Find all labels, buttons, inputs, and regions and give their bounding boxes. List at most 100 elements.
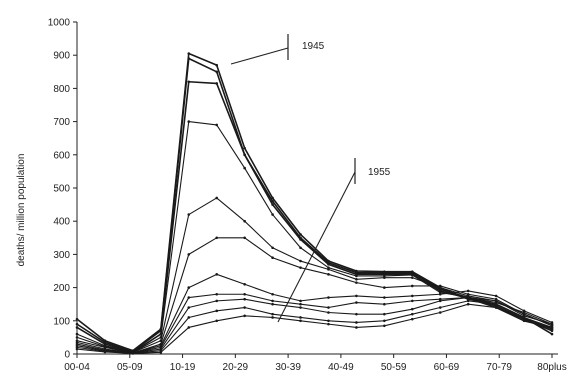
data-point [187, 57, 191, 60]
x-tick-label: 00-04 [64, 362, 90, 373]
data-point [187, 120, 191, 123]
data-point [271, 213, 274, 216]
data-point [215, 319, 219, 323]
data-point [355, 321, 358, 324]
x-tick-label: 30-39 [275, 362, 301, 373]
data-point [355, 274, 358, 278]
data-point [299, 246, 302, 250]
data-point [299, 299, 302, 303]
data-point [383, 276, 386, 279]
data-point [355, 326, 358, 329]
data-point [466, 299, 470, 303]
data-point [187, 306, 191, 309]
annotation-1945-leader [230, 47, 289, 65]
y-tick-label: 600 [53, 150, 70, 161]
data-point [243, 153, 246, 157]
data-point [327, 322, 330, 326]
data-point [75, 347, 79, 351]
data-point [187, 326, 191, 329]
data-point [438, 284, 442, 288]
data-point [410, 276, 414, 279]
x-axis-ticks: 00-04 05-09 10-19 20-29 30-39 40-49 50-59 60-69… [64, 354, 567, 373]
y-tick-label: 300 [53, 250, 70, 261]
data-point [327, 306, 330, 309]
data-point [243, 306, 246, 309]
y-axis-label: deaths/ million population [16, 154, 27, 267]
data-point [215, 70, 219, 74]
data-point [159, 351, 163, 354]
data-point [410, 284, 414, 288]
x-tick-label: 70-79 [486, 362, 512, 373]
y-tick-label: 100 [53, 316, 70, 327]
data-point [187, 316, 191, 319]
data-point [355, 301, 358, 304]
data-point [383, 319, 386, 323]
data-point [438, 311, 442, 314]
data-point [327, 268, 330, 271]
x-tick-label: 10-19 [170, 362, 196, 373]
data-point [243, 146, 246, 150]
y-tick-label: 0 [64, 350, 70, 361]
series-line-9 [76, 297, 553, 354]
data-point [355, 278, 358, 281]
data-point [299, 259, 302, 263]
data-point [271, 203, 274, 206]
y-tick-label: 200 [53, 283, 70, 294]
data-point [187, 52, 191, 55]
data-point [103, 350, 107, 354]
data-point [75, 322, 79, 326]
data-point [299, 302, 302, 306]
series-line-4 [76, 121, 553, 353]
data-point [299, 266, 302, 269]
data-point [299, 233, 302, 236]
data-point [215, 309, 219, 313]
series-line-3 [76, 80, 553, 354]
data-point [75, 332, 79, 336]
data-point [75, 326, 79, 329]
x-tick-label: 80plus [537, 362, 566, 373]
data-point [383, 302, 386, 306]
data-point [75, 317, 79, 321]
data-point [522, 317, 526, 321]
data-point [355, 281, 358, 284]
data-point [494, 294, 498, 298]
data-point [522, 312, 526, 316]
data-point [215, 236, 219, 240]
series-line-2 [76, 57, 553, 353]
data-point [215, 299, 219, 303]
data-point [410, 312, 414, 316]
data-point [550, 332, 554, 336]
data-point [327, 296, 330, 299]
data-point [438, 306, 442, 309]
data-point [327, 263, 330, 266]
annotation-1955-leader [277, 171, 356, 323]
series-lines [75, 52, 554, 355]
data-point [187, 213, 191, 216]
x-tick-label: 05-09 [117, 362, 143, 373]
data-point [466, 296, 470, 299]
data-point [271, 292, 274, 296]
y-tick-label: 900 [53, 51, 70, 62]
data-point [383, 296, 386, 299]
x-tick-label: 20-29 [223, 362, 249, 373]
data-point [494, 302, 498, 306]
x-tick-label: 40-49 [328, 362, 354, 373]
data-point [271, 312, 274, 316]
y-tick-label: 500 [53, 184, 70, 195]
data-point [187, 296, 191, 299]
data-point [410, 317, 414, 321]
y-tick-label: 400 [53, 217, 70, 228]
annotation-1955: 1955 [368, 167, 391, 178]
data-point [271, 299, 274, 303]
data-point [131, 352, 135, 355]
data-point [243, 236, 246, 240]
data-point [494, 299, 498, 303]
x-tick-label: 60-69 [434, 362, 460, 373]
data-point [271, 256, 274, 260]
data-point [215, 292, 219, 296]
data-point [355, 312, 358, 316]
data-point [383, 324, 386, 328]
data-point [410, 294, 414, 298]
y-tick-label: 1000 [48, 18, 71, 29]
data-point [327, 311, 330, 314]
